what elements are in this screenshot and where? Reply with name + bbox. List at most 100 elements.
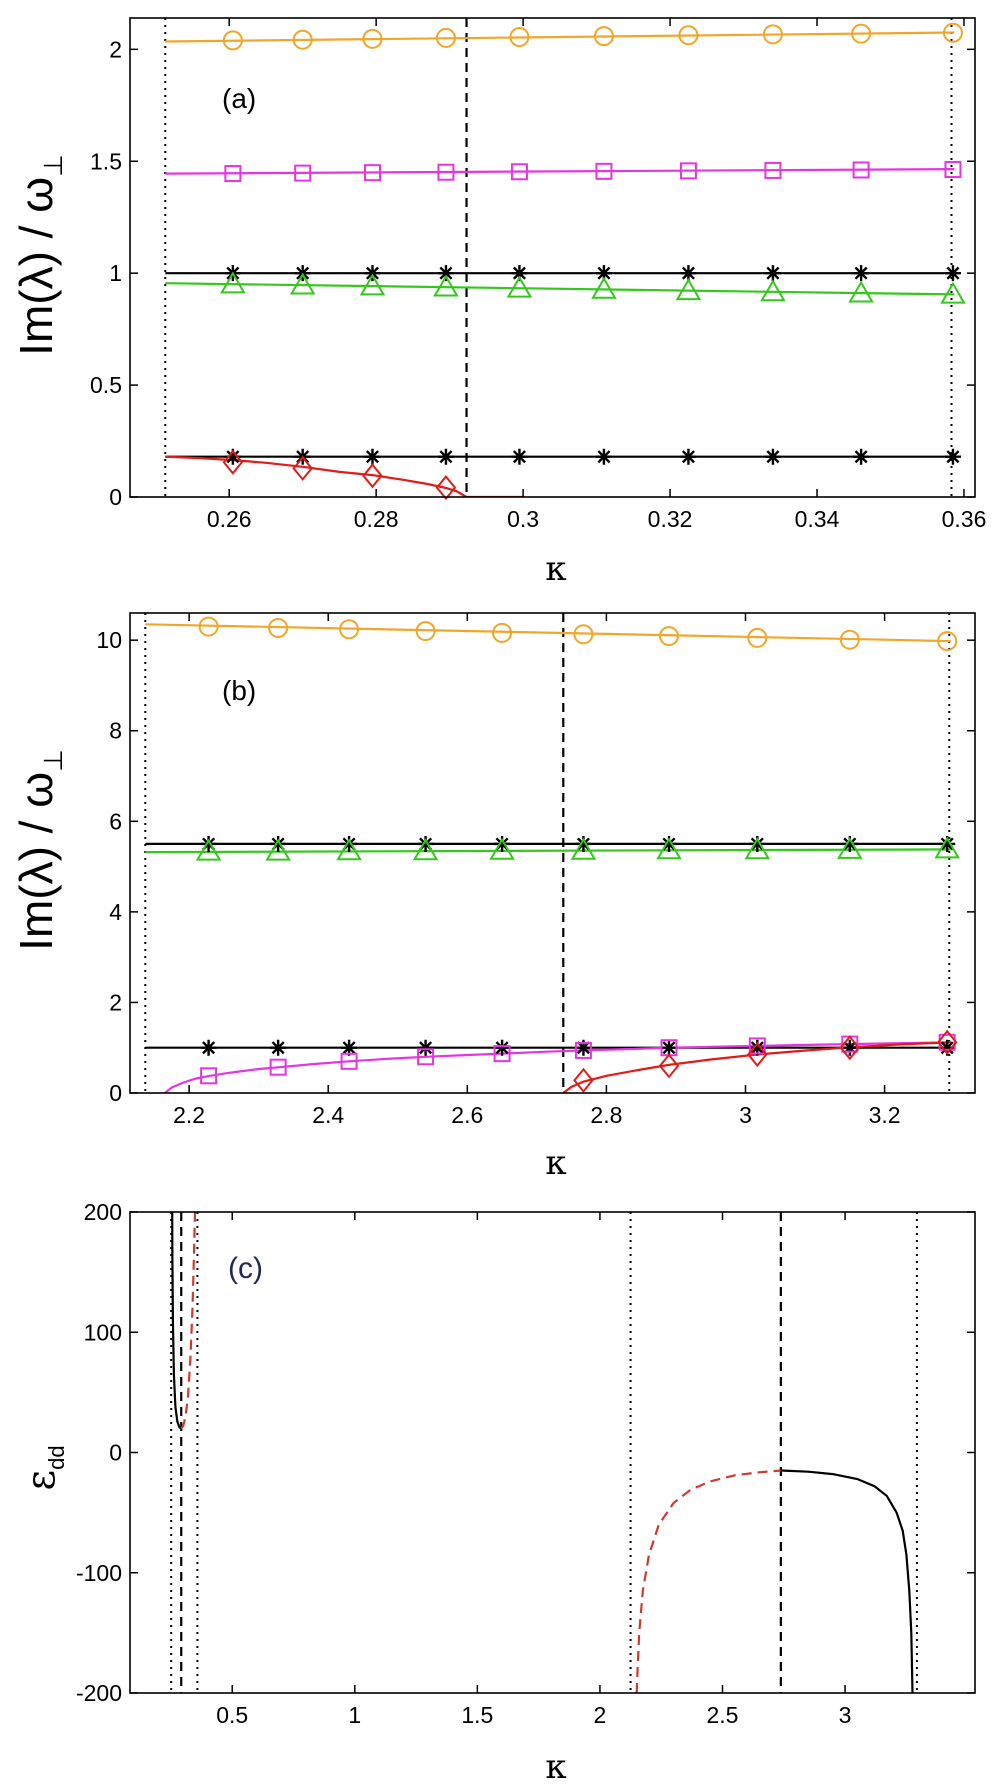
- panel-a-series-green-triangles-marker-2: [359, 273, 386, 296]
- panel-b-x-tick-label-3: 2.8: [590, 1102, 622, 1128]
- panel-b-label: (b): [222, 675, 256, 706]
- panel-a-series-red-diamonds-line: [165, 455, 524, 497]
- panel-b-series-black-stars-2-marker-5: [575, 1039, 592, 1056]
- panel-b-series-magenta-squares-marker-2: [340, 1052, 358, 1070]
- panel-a-y-tick-label-1: 0.5: [90, 372, 122, 398]
- panel-b-series-red-diamonds-marker-4: [936, 1029, 958, 1055]
- panel-a-series-green-triangles-marker-8: [848, 280, 874, 303]
- panel-c-series-stable-branch-1-line: [171, 1212, 182, 1430]
- panel-a-series-black-stars-2-marker-5: [595, 448, 612, 465]
- panel-a-series-orange-circles-marker-3: [435, 27, 456, 48]
- panel-b-series-black-stars-1-marker-0: [200, 835, 217, 852]
- panel-b-series-green-triangles-marker-1: [265, 838, 291, 861]
- panel-a-series-magenta-squares-marker-7: [764, 161, 782, 179]
- svg-text:εdd: εdd: [18, 1445, 69, 1490]
- panel-b-x-tick-label-5: 3.2: [869, 1102, 901, 1128]
- panel-a-series-magenta-squares-marker-8: [852, 161, 870, 179]
- panel-a-series-black-stars-2-marker-8: [853, 448, 870, 465]
- panel-b-y-tick-label-4: 8: [109, 718, 122, 744]
- panel-a-series-green-triangles-marker-0: [220, 271, 246, 294]
- panel-a-series-green-triangles-line: [165, 282, 955, 296]
- panel-a-series-orange-circles-marker-1: [292, 29, 313, 50]
- panel-b-series-black-stars-1-marker-6: [660, 835, 677, 852]
- panel-a-series-orange-circles-marker-7: [762, 24, 783, 45]
- panel-b-series-green-triangles-marker-8: [837, 836, 863, 859]
- panel-a-series-orange-circles-marker-2: [362, 28, 383, 49]
- panel-b-series-orange-circles-marker-8: [839, 629, 860, 650]
- panel-b-series-green-triangles-marker-9: [934, 836, 960, 859]
- panel-a-series-magenta-squares-marker-1: [294, 164, 312, 182]
- panel-b-series-black-stars-2-marker-7: [749, 1039, 766, 1056]
- panel-a-series-magenta-squares-marker-9: [944, 161, 962, 179]
- panel-c-x-tick-label-0: 0.5: [216, 1702, 248, 1728]
- panel-b-x-axis-title: κ: [545, 1143, 566, 1183]
- panel-b-series-orange-circles-marker-0: [198, 616, 219, 637]
- panel-b-series-orange-circles-marker-5: [573, 624, 594, 645]
- panel-a-x-tick-label-2: 0.3: [507, 506, 539, 532]
- panel-c-y-tick-label-1: -100: [76, 1560, 122, 1586]
- panel-c-y-axis-title-sub: dd: [44, 1445, 69, 1469]
- panel-b-x-tick-label-1: 2.4: [312, 1102, 344, 1128]
- panel-b-series-magenta-squares-line: [164, 1041, 951, 1093]
- panel-a-plot: [164, 18, 966, 501]
- panel-b-series-green-triangles-marker-3: [412, 838, 439, 861]
- panel-b-x-tick-label-2: 2.6: [451, 1102, 483, 1128]
- panel-c-x-tick-label-1: 1: [348, 1702, 361, 1728]
- panel-b-series-black-stars-2-marker-4: [494, 1039, 511, 1056]
- panel-c-series-unstable-branch-2-line: [635, 1469, 781, 1693]
- panel-c-x-tick-label-4: 2.5: [707, 1702, 739, 1728]
- panel-b-series-red-diamonds-marker-3: [839, 1035, 861, 1061]
- panel-c-label: (c): [228, 1252, 263, 1285]
- panel-a-series-orange-circles-marker-8: [851, 23, 872, 44]
- panel-a-y-tick-label-2: 1: [109, 260, 122, 286]
- panel-a-series-orange-circles-marker-4: [509, 27, 530, 48]
- panel-a-x-tick-label-3: 0.32: [648, 506, 693, 532]
- panel-a-series-red-diamonds-marker-3: [435, 475, 457, 501]
- panel-a-series-magenta-squares-marker-5: [595, 162, 613, 180]
- panel-b-series-black-stars-2-marker-1: [270, 1039, 287, 1056]
- panel-a-series-black-stars-1-marker-9: [944, 265, 961, 282]
- panel-b: 2.2 2.4 2.6 2.8 3 3.2 0 2 4 6 8 10 (b) κ Im(λ) / ω⊥: [10, 612, 976, 1183]
- panel-b-series-magenta-squares-marker-7: [748, 1037, 766, 1055]
- panel-b-series-orange-circles-marker-2: [339, 619, 360, 640]
- panel-a-series-black-stars-2-marker-3: [437, 448, 454, 465]
- panel-a-series-magenta-squares-marker-3: [437, 163, 455, 181]
- panel-a-series-black-stars-1-marker-6: [680, 265, 697, 282]
- panel-a-series-green-triangles-marker-1: [289, 272, 316, 295]
- panel-a-series-black-stars-1-marker-7: [764, 265, 781, 282]
- panel-c-x-tick-label-3: 2: [594, 1702, 607, 1728]
- panel-b-y-axis-title-sub: ⊥: [38, 749, 68, 772]
- panel-a-series-black-stars-2-marker-2: [364, 448, 381, 465]
- panel-b-x-tick-label-4: 3: [739, 1102, 752, 1128]
- panel-b-series-orange-circles-line: [145, 623, 951, 643]
- panel-b-series-magenta-squares-marker-5: [574, 1041, 592, 1059]
- panel-b-series-group: [144, 613, 951, 1093]
- panel-a-y-tick-label-0: 0: [109, 484, 122, 510]
- panel-b-series-black-stars-2-marker-3: [417, 1039, 434, 1056]
- panel-c-y-axis-title: εdd: [18, 1445, 69, 1490]
- panel-a-y-axis-title: Im(λ) / ω⊥: [10, 154, 68, 356]
- panel-b-y-axis-title-main: Im(λ) / ω: [10, 772, 62, 951]
- panel-b-series-magenta-squares-marker-4: [493, 1045, 511, 1063]
- panel-a-frame: [129, 17, 976, 498]
- panel-c-y-axis-title-main: ε: [18, 1470, 64, 1491]
- panel-b-series-red-diamonds-marker-1: [658, 1053, 680, 1079]
- panel-a-series-black-stars-2-marker-9: [944, 448, 961, 465]
- panel-b-ticks: 2.2 2.4 2.6 2.8 3 3.2 0 2 4 6 8 10: [96, 613, 975, 1128]
- panel-b-series-orange-circles-marker-9: [937, 631, 958, 652]
- panel-a-series-black-stars-2-marker-6: [680, 448, 697, 465]
- panel-a-series-black-stars-1-marker-8: [853, 265, 870, 282]
- panel-a-y-axis-title-sub: ⊥: [38, 154, 68, 177]
- panel-c-x-tick-label-5: 3: [839, 1702, 852, 1728]
- panel-a-series-black-stars-1-marker-2: [364, 265, 381, 282]
- panel-b-series-black-stars-1-marker-4: [494, 835, 511, 852]
- panel-a-series-red-diamonds-marker-2: [362, 463, 383, 489]
- panel-b-series-black-stars-1-marker-1: [270, 835, 287, 852]
- panel-b-y-tick-label-5: 10: [96, 627, 122, 653]
- panel-b-series-black-stars-2-marker-0: [200, 1039, 217, 1056]
- panel-c-y-tick-label-3: 100: [84, 1319, 122, 1345]
- panel-a-series-red-diamonds-marker-0: [222, 449, 244, 475]
- panel-a-series-black-stars-1-marker-5: [595, 265, 612, 282]
- panel-a-series-green-triangles-marker-3: [433, 274, 459, 297]
